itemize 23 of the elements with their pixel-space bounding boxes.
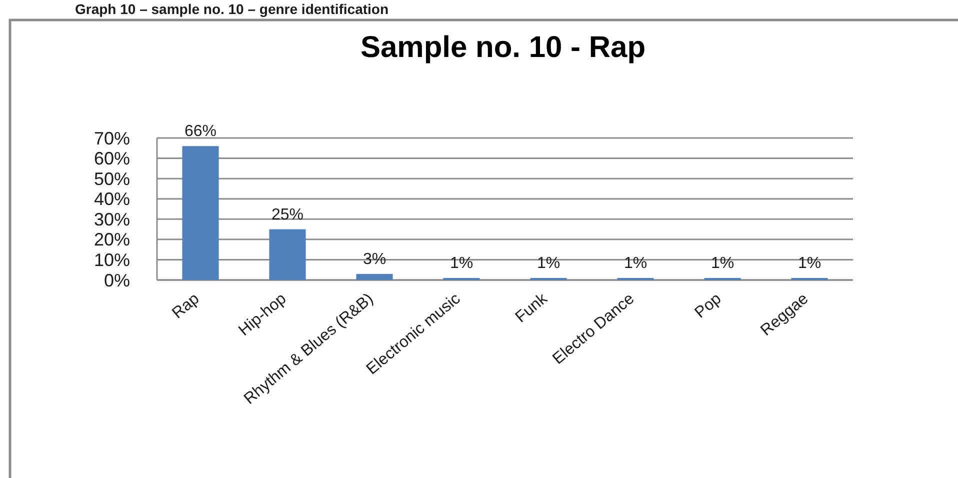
data-label: 1% [624,254,648,272]
x-tick-label: Pop [692,290,725,322]
data-label: 1% [450,254,474,272]
data-label: 1% [536,254,560,272]
y-tick-label: 70% [94,128,130,148]
data-label: 1% [798,254,822,272]
y-tick-label: 40% [94,189,130,210]
data-label: 25% [271,206,304,224]
x-tick-label: Rap [169,290,203,322]
y-tick-label: 30% [94,209,130,230]
y-tick-label: 50% [94,168,130,189]
data-label: 1% [710,254,734,272]
data-label: 66% [184,123,217,140]
data-label: 3% [362,250,386,268]
caption: Graph 10 – sample no. 10 – genre identification [75,1,389,17]
y-tick-label: 10% [94,250,130,270]
chart-title: Sample no. 10 - Rap [360,31,646,64]
y-tick-label: 0% [104,270,130,290]
bar [356,274,393,280]
bar [269,229,306,280]
bar [182,146,219,280]
y-tick-label: 20% [94,230,130,250]
y-tick-label: 60% [94,148,130,169]
